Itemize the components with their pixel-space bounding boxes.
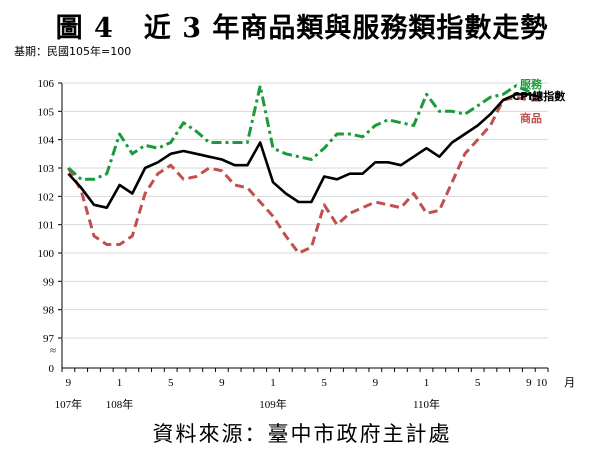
y-tick-label: 104 — [38, 135, 55, 147]
y-tick-label: 0 — [49, 363, 55, 375]
y-tick-label: 100 — [38, 248, 55, 260]
series-line-2 — [67, 95, 542, 255]
y-tick-label: 99 — [43, 276, 55, 288]
base-period-note: 基期：民國105年=100 — [14, 45, 132, 58]
x-tick-label: 9 — [66, 377, 72, 389]
y-tick-label: 98 — [43, 305, 55, 317]
x-tick-label: 10 — [536, 377, 548, 389]
x-tick-label: 9 — [373, 377, 379, 389]
x-year-label: 108年 — [106, 397, 134, 411]
x-tick-label: 1 — [270, 377, 276, 389]
y-tick-label: 101 — [38, 220, 55, 232]
x-tick-label: 9 — [526, 377, 532, 389]
series-line-0 — [67, 84, 542, 181]
x-unit-label: 月 — [564, 377, 575, 389]
legend-label: 商品 — [520, 111, 542, 125]
x-tick-label: 1 — [424, 377, 430, 389]
figure-title: 近 3 年商品類與服務類指數走勢 — [143, 13, 549, 44]
x-year-label: 109年 — [259, 397, 287, 411]
x-year-label: 110年 — [413, 397, 440, 411]
legend-label: CPI總指數 — [512, 89, 565, 103]
source-note: 資料來源：臺中市政府主計處 — [152, 422, 452, 446]
y-tick-label: 102 — [38, 191, 55, 203]
x-tick-label: 9 — [219, 377, 225, 389]
y-tick-label: 106 — [38, 78, 55, 90]
x-tick-label: 1 — [117, 377, 123, 389]
x-year-label: 107年 — [55, 397, 83, 411]
y-axis-break: ≈ — [50, 345, 56, 357]
y-tick-label: 97 — [43, 333, 55, 345]
x-tick-label: 5 — [475, 377, 481, 389]
legend-label: 服務 — [520, 77, 543, 91]
y-tick-label: 105 — [38, 106, 55, 118]
chart-title: 圖 4 近 3 年商品類與服務類指數走勢 — [0, 6, 604, 45]
x-tick-label: 5 — [168, 377, 174, 389]
figure-number: 圖 4 — [55, 13, 114, 44]
series-line-1 — [67, 93, 542, 209]
y-tick-label: 103 — [38, 163, 55, 175]
x-tick-label: 5 — [321, 377, 327, 389]
